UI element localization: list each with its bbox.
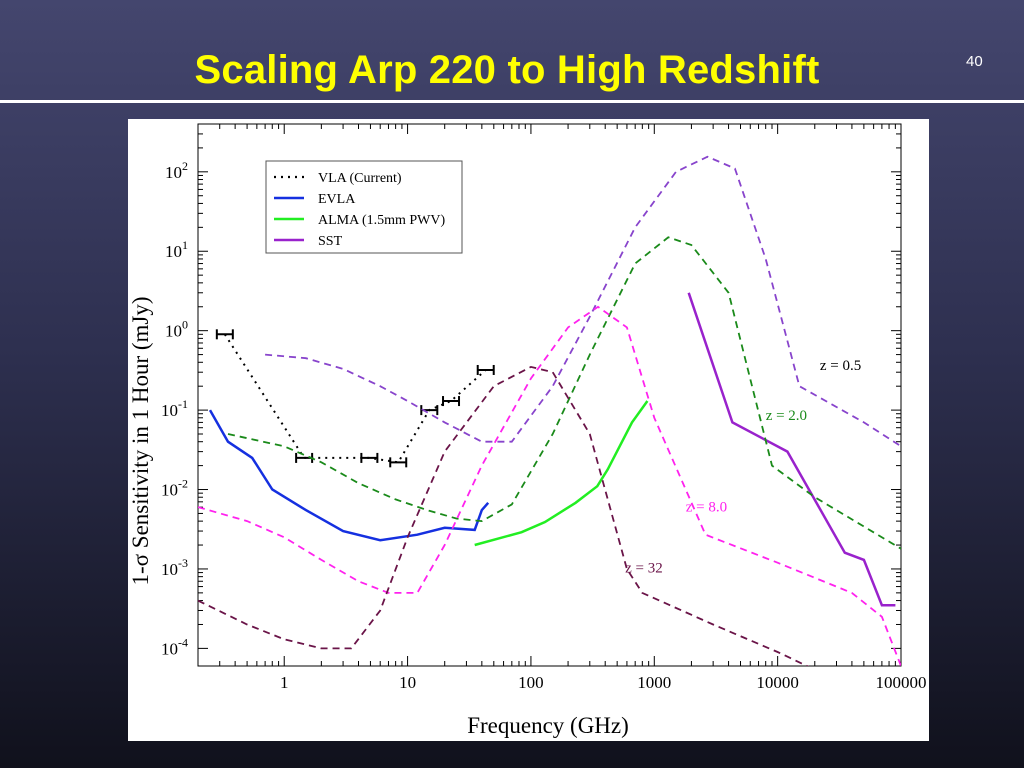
x-tick-label: 1 (280, 673, 289, 692)
x-tick-label: 100000 (876, 673, 927, 692)
legend: VLA (Current) EVLA ALMA (1.5mm PWV) SST (265, 160, 463, 254)
title-divider (0, 100, 1024, 103)
curve-annotation: z = 32 (625, 561, 663, 577)
x-axis-label: Frequency (GHz) (467, 713, 629, 738)
series-line-7 (198, 365, 810, 666)
slide-title: Scaling Arp 220 to High Redshift (194, 48, 820, 92)
annotation-layer: z = 0.5 z = 2.0 z = 8.0 z = 32 (625, 358, 861, 577)
y-tick-label: 102 (165, 159, 188, 182)
axis-ticks: 1 10 100 1000 10000 100000 10-4 10-3 10-2 10-1 100… (161, 123, 927, 692)
legend-label: VLA (Current) (318, 171, 402, 186)
y-tick-label: 100 (165, 318, 188, 341)
series-line-4 (265, 155, 901, 448)
legend-label: SST (318, 234, 343, 249)
x-tick-label: 10000 (756, 673, 799, 692)
y-tick-label: 10-2 (161, 477, 188, 500)
y-axis-label: 1-σ Sensitivity in 1 Hour (mJy) (128, 296, 153, 585)
series-layer (198, 155, 901, 666)
x-tick-label: 100 (518, 673, 544, 692)
series-line-5 (227, 236, 901, 550)
series-line-6 (198, 305, 901, 666)
curve-annotation: z = 8.0 (686, 499, 727, 515)
chart-figure: 1 10 100 1000 10000 100000 10-4 10-3 10-2 10-1 100… (128, 119, 929, 741)
legend-box (265, 160, 463, 254)
x-tick-label: 10 (399, 673, 416, 692)
slide-number: 40 (966, 53, 983, 70)
series-line-2 (474, 400, 649, 547)
y-tick-label: 101 (165, 238, 188, 261)
plot-frame (197, 123, 902, 667)
legend-label: EVLA (318, 192, 356, 207)
x-tick-label: 1000 (637, 673, 671, 692)
y-tick-label: 10-4 (161, 635, 188, 658)
sensitivity-chart: 1 10 100 1000 10000 100000 10-4 10-3 10-2 10-1 100… (128, 123, 927, 738)
y-tick-label: 10-1 (161, 397, 188, 420)
series-line-0 (223, 333, 487, 464)
y-tick-label: 10-3 (161, 556, 188, 579)
curve-annotation: z = 0.5 (820, 358, 861, 374)
legend-label: ALMA (1.5mm PWV) (318, 213, 446, 228)
series-line-3 (687, 292, 896, 607)
series-line-1 (208, 409, 490, 542)
curve-annotation: z = 2.0 (766, 408, 807, 424)
